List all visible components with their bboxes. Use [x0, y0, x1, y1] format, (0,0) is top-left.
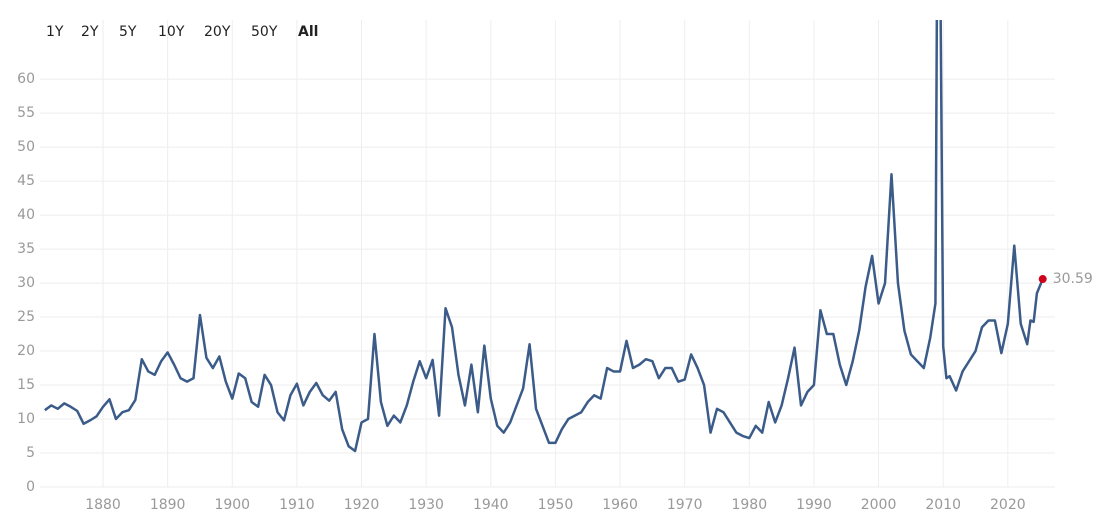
x-tick-label: 1880	[85, 497, 121, 513]
y-tick-label: 55	[17, 105, 35, 121]
y-tick-label: 20	[17, 343, 35, 359]
grid	[40, 20, 1055, 488]
x-tick-label: 2010	[925, 497, 961, 513]
range-buttons: 1Y 2Y 5Y 10Y 20Y 50Y All	[46, 24, 318, 40]
y-tick-label: 0	[26, 479, 35, 495]
x-tick-label: 1940	[473, 497, 509, 513]
x-tick-label: 1990	[796, 497, 832, 513]
y-tick-label: 25	[17, 309, 35, 325]
x-tick-label: 1970	[667, 497, 703, 513]
x-tick-label: 1960	[602, 497, 638, 513]
range-button[interactable]: All	[298, 24, 318, 40]
axes: 0 5 10 15 20 25 30 35 40 45 50 55 60 1880 1890 1900 1910…	[17, 71, 1025, 513]
x-tick-label: 1900	[214, 497, 250, 513]
x-tick-label: 1920	[344, 497, 380, 513]
plot-area	[44, 20, 1044, 453]
range-button[interactable]: 50Y	[251, 24, 278, 40]
x-tick-label: 1980	[731, 497, 767, 513]
y-tick-label: 5	[26, 445, 35, 461]
x-tick-label: 1950	[538, 497, 574, 513]
y-tick-label: 60	[17, 71, 35, 87]
last-point	[1038, 275, 1047, 284]
y-tick-label: 45	[17, 173, 35, 189]
range-button[interactable]: 20Y	[204, 24, 231, 40]
y-tick-label: 15	[17, 377, 35, 393]
last-value-label: 30.59	[1053, 271, 1093, 287]
range-button[interactable]: 5Y	[119, 24, 137, 40]
y-tick-label: 10	[17, 411, 35, 427]
x-tick-label: 1890	[150, 497, 186, 513]
y-tick-label: 40	[17, 207, 35, 223]
y-tick-label: 35	[17, 241, 35, 257]
range-button[interactable]: 1Y	[46, 24, 64, 40]
y-tick-label: 50	[17, 139, 35, 155]
x-tick-label: 2000	[861, 497, 897, 513]
y-tick-label: 30	[17, 275, 35, 291]
x-tick-label: 1910	[279, 497, 315, 513]
range-button[interactable]: 10Y	[158, 24, 185, 40]
x-tick-label: 2020	[990, 497, 1026, 513]
line	[44, 20, 1044, 453]
x-tick-label: 1930	[408, 497, 444, 513]
range-button[interactable]: 2Y	[81, 24, 99, 40]
